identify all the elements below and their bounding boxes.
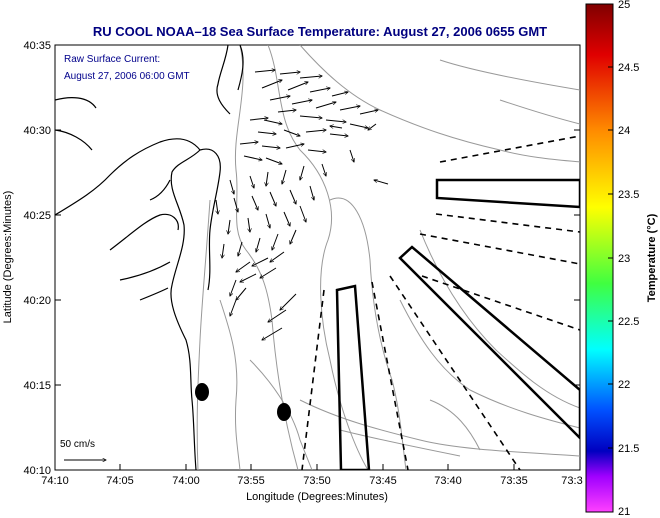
- y-tick-label: 40:35: [23, 40, 51, 52]
- map-layers: [55, 45, 580, 470]
- x-tick-label: 74:10: [41, 475, 69, 487]
- coastline: [55, 45, 244, 470]
- x-tick-label: 73:55: [237, 475, 265, 487]
- x-axis-label: Longitude (Degrees:Minutes): [246, 491, 388, 503]
- colorbar-tick-label: 22: [618, 379, 630, 391]
- y-tick-label: 40:15: [23, 380, 51, 392]
- colorbar-tick-label: 21: [618, 506, 630, 518]
- survey-polygons: [335, 178, 580, 470]
- annotation-line-1: Raw Surface Current:: [64, 54, 160, 65]
- x-tick-label: 73:40: [434, 475, 462, 487]
- y-tick-label: 40:10: [23, 465, 51, 477]
- site-marker-east: [277, 403, 291, 421]
- colorbar-tick-label: 22.5: [618, 316, 639, 328]
- x-tick-label: 73:50: [303, 475, 331, 487]
- bathymetry-contours: [196, 45, 580, 470]
- x-tick-label: 73:45: [369, 475, 397, 487]
- y-axis-label: Latitude (Degrees:Minutes): [2, 191, 14, 324]
- radial-dashed-lines: [301, 135, 580, 470]
- y-tick-labels: 40:35 40:30 40:25 40:20 40:15 40:10: [23, 40, 51, 477]
- colorbar-tick-marks: [608, 66, 613, 449]
- x-tick-label: 73:3: [561, 475, 582, 487]
- y-tick-label: 40:25: [23, 210, 51, 222]
- site-marker-west: [195, 383, 209, 401]
- colorbar-label: Temperature (°C): [646, 213, 658, 302]
- x-tick-labels: 74:10 74:05 74:00 73:55 73:50 73:45 73:4…: [41, 475, 582, 487]
- colorbar-tick-label: 24: [618, 125, 630, 137]
- colorbar-tick-label: 25: [618, 0, 630, 11]
- annotation-line-2: August 27, 2006 06:00 GMT: [64, 71, 190, 82]
- x-tick-label: 74:05: [106, 475, 134, 487]
- colorbar-tick-label: 23: [618, 253, 630, 265]
- colorbar-tick-labels: 25 24.5 24 23.5 23 22.5 22 21.5 21: [618, 0, 639, 518]
- x-tick-label: 74:00: [172, 475, 200, 487]
- figure-title: RU COOL NOAA–18 Sea Surface Temperature:…: [93, 24, 547, 39]
- y-tick-label: 40:30: [23, 125, 51, 137]
- colorbar-tick-label: 23.5: [618, 189, 639, 201]
- plot-area: [54, 44, 581, 471]
- current-vectors: [215, 70, 389, 340]
- axis-tick-marks: [54, 129, 580, 470]
- colorbar-tick-label: 21.5: [618, 443, 639, 455]
- x-tick-label: 73:35: [500, 475, 528, 487]
- y-tick-label: 40:20: [23, 295, 51, 307]
- colorbar-tick-label: 24.5: [618, 62, 639, 74]
- scale-label: 50 cm/s: [60, 439, 95, 450]
